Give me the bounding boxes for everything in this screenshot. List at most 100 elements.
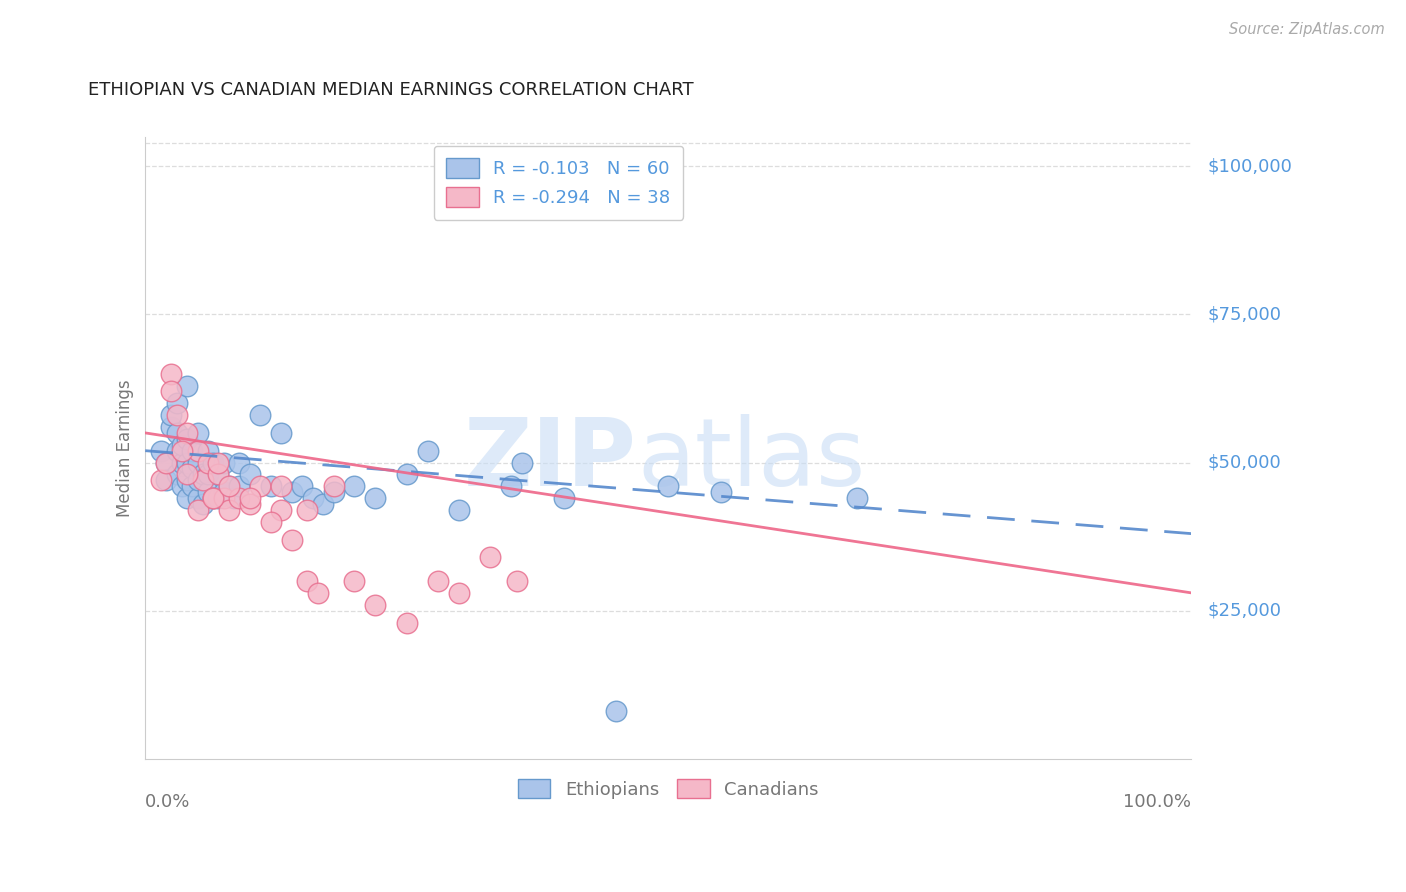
Point xyxy=(202,491,225,505)
Point xyxy=(228,456,250,470)
Text: ZIP: ZIP xyxy=(464,414,637,506)
Point xyxy=(186,425,208,440)
Text: 0.0%: 0.0% xyxy=(145,793,191,811)
Point xyxy=(416,443,439,458)
Point xyxy=(202,456,225,470)
Point xyxy=(166,467,188,482)
Y-axis label: Median Earnings: Median Earnings xyxy=(117,379,134,516)
Point xyxy=(218,503,240,517)
Point xyxy=(553,491,575,505)
Point xyxy=(149,473,172,487)
Point xyxy=(202,491,225,505)
Point xyxy=(343,479,366,493)
Point xyxy=(280,485,302,500)
Text: $100,000: $100,000 xyxy=(1208,157,1292,175)
Point xyxy=(197,456,219,470)
Point xyxy=(186,491,208,505)
Point xyxy=(845,491,868,505)
Point xyxy=(166,425,188,440)
Point xyxy=(191,467,214,482)
Point xyxy=(301,491,323,505)
Point xyxy=(166,408,188,422)
Point xyxy=(207,467,229,482)
Point xyxy=(249,408,271,422)
Point xyxy=(228,479,250,493)
Point xyxy=(364,491,387,505)
Point xyxy=(212,491,235,505)
Point xyxy=(186,503,208,517)
Point xyxy=(170,443,193,458)
Point xyxy=(280,533,302,547)
Point xyxy=(197,467,219,482)
Point xyxy=(181,479,204,493)
Point xyxy=(170,479,193,493)
Point xyxy=(239,467,262,482)
Point xyxy=(657,479,679,493)
Point xyxy=(155,473,177,487)
Point xyxy=(239,491,262,505)
Text: $75,000: $75,000 xyxy=(1208,305,1281,324)
Point xyxy=(270,479,292,493)
Point xyxy=(224,491,246,505)
Point xyxy=(186,443,208,458)
Point xyxy=(260,515,283,529)
Point xyxy=(322,485,344,500)
Point xyxy=(191,497,214,511)
Text: ETHIOPIAN VS CANADIAN MEDIAN EARNINGS CORRELATION CHART: ETHIOPIAN VS CANADIAN MEDIAN EARNINGS CO… xyxy=(87,81,693,99)
Point xyxy=(510,456,533,470)
Point xyxy=(207,491,229,505)
Point xyxy=(160,367,183,381)
Point xyxy=(395,615,418,630)
Point xyxy=(260,479,283,493)
Point xyxy=(176,467,198,482)
Point xyxy=(427,574,450,588)
Point xyxy=(343,574,366,588)
Point xyxy=(176,473,198,487)
Point xyxy=(239,497,262,511)
Point xyxy=(605,705,627,719)
Point xyxy=(395,467,418,482)
Point xyxy=(207,467,229,482)
Text: Source: ZipAtlas.com: Source: ZipAtlas.com xyxy=(1229,22,1385,37)
Point xyxy=(160,408,183,422)
Point xyxy=(176,425,198,440)
Point xyxy=(270,425,292,440)
Point xyxy=(186,456,208,470)
Point xyxy=(364,598,387,612)
Point xyxy=(186,473,208,487)
Point xyxy=(176,378,198,392)
Point xyxy=(501,479,523,493)
Point xyxy=(155,456,177,470)
Point xyxy=(176,456,198,470)
Point xyxy=(505,574,527,588)
Point xyxy=(207,456,229,470)
Point xyxy=(170,438,193,452)
Point xyxy=(149,443,172,458)
Point xyxy=(212,456,235,470)
Point xyxy=(449,503,471,517)
Point xyxy=(160,384,183,399)
Point xyxy=(322,479,344,493)
Point xyxy=(228,491,250,505)
Point xyxy=(176,491,198,505)
Point xyxy=(197,443,219,458)
Point xyxy=(155,456,177,470)
Point xyxy=(176,432,198,446)
Point xyxy=(710,485,733,500)
Legend: Ethiopians, Canadians: Ethiopians, Canadians xyxy=(510,772,825,805)
Point xyxy=(297,503,319,517)
Point xyxy=(297,574,319,588)
Point xyxy=(249,479,271,493)
Point xyxy=(307,586,329,600)
Point xyxy=(479,550,502,565)
Point xyxy=(170,456,193,470)
Point xyxy=(212,485,235,500)
Text: 100.0%: 100.0% xyxy=(1123,793,1191,811)
Point xyxy=(202,491,225,505)
Point xyxy=(197,485,219,500)
Text: $50,000: $50,000 xyxy=(1208,453,1281,472)
Point xyxy=(181,443,204,458)
Text: atlas: atlas xyxy=(637,414,865,506)
Text: $25,000: $25,000 xyxy=(1208,602,1281,620)
Point xyxy=(449,586,471,600)
